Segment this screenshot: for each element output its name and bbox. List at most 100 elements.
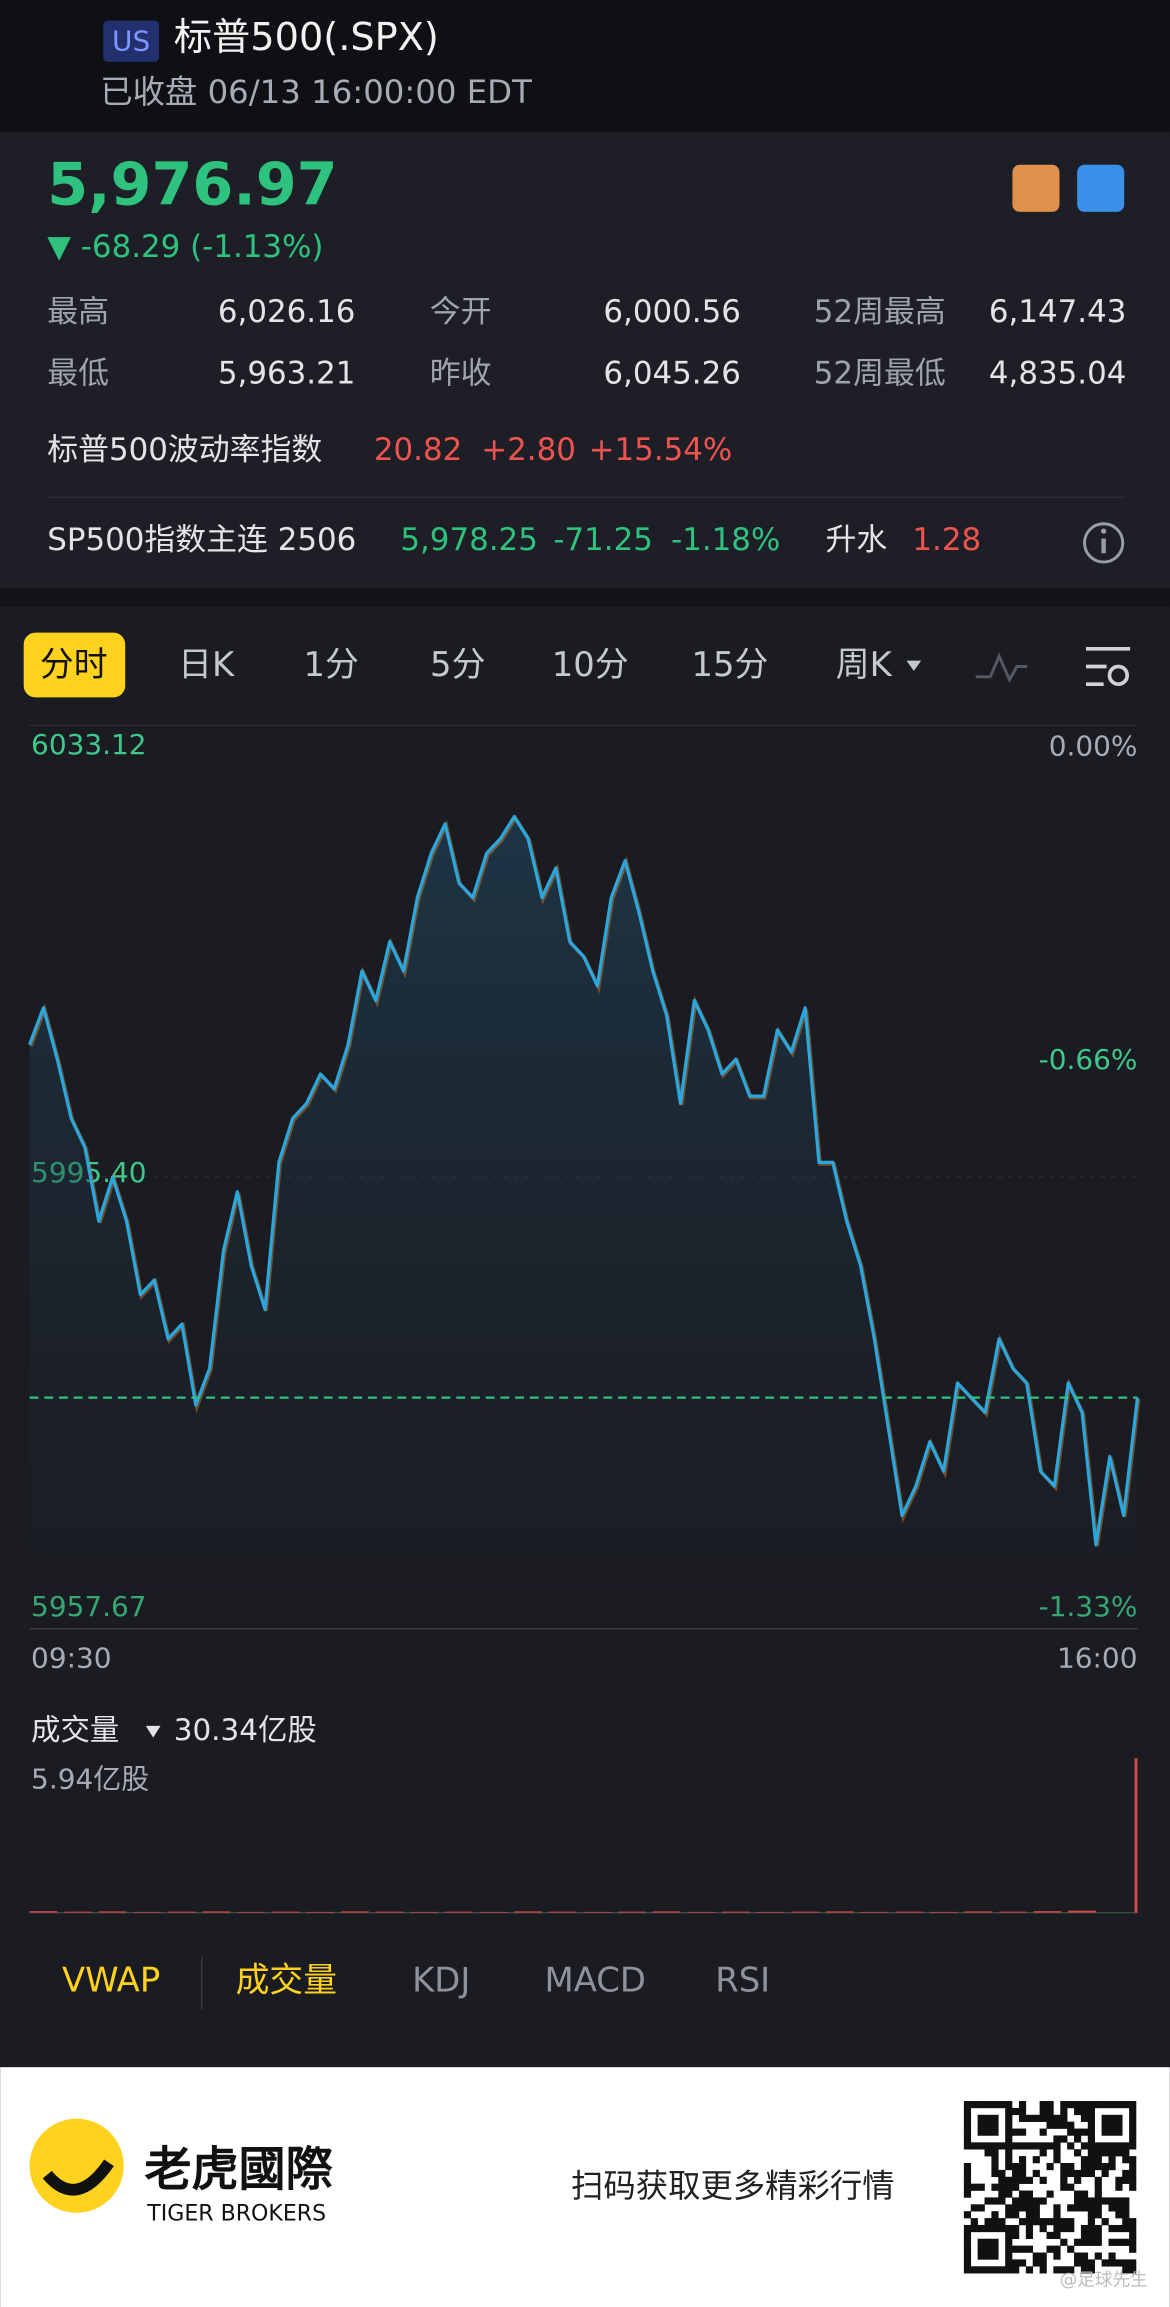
qr-cell (1074, 2169, 1082, 2178)
qr-cell (1080, 2114, 1089, 2122)
qr-cell (1005, 2252, 1013, 2260)
qr-cell (1087, 2204, 1095, 2212)
y2-label: -0.66% (1039, 1043, 1138, 1076)
qr-cell (984, 2238, 992, 2246)
qr-cell (1005, 2149, 1013, 2157)
quote-card (0, 132, 1170, 592)
qr-cell (1053, 2204, 1061, 2212)
qr-cell (991, 2266, 999, 2274)
qr-cell (1046, 2107, 1054, 2116)
qr-cell (1067, 2266, 1075, 2274)
tab[interactable]: 5分 (430, 645, 485, 684)
volume-bar (341, 1911, 369, 1913)
qr-cell (1080, 2101, 1089, 2109)
qr-cell (991, 2142, 999, 2150)
tab[interactable]: 15分 (691, 645, 768, 684)
qr-cell (984, 2197, 992, 2205)
qr-cell (977, 2128, 985, 2136)
qr-cell (991, 2211, 999, 2219)
slogan: 扫码获取更多精彩行情 (571, 2167, 895, 2205)
icon[interactable] (1012, 164, 1060, 212)
stat-value: 6,045.26 (603, 356, 741, 392)
qr-cell (1012, 2259, 1020, 2267)
qr-cell (963, 2245, 972, 2253)
volume-bar (791, 1911, 819, 1913)
qr-cell (1129, 2135, 1137, 2143)
volume-bar (1033, 1911, 1062, 1913)
qr-cell (1115, 2142, 1123, 2150)
info-icon[interactable] (1083, 522, 1125, 564)
qr-cell (1025, 2218, 1034, 2226)
qr-cell (1101, 2101, 1109, 2109)
tab-active-bg[interactable] (23, 632, 126, 698)
qr-cell (1087, 2238, 1095, 2246)
tab[interactable]: 周K (836, 645, 893, 684)
qr-cell (1012, 2169, 1020, 2178)
qr-cell (1129, 2259, 1137, 2267)
qr-cell (1039, 2224, 1047, 2233)
qr-cell (1101, 2169, 1109, 2178)
logo (29, 2118, 124, 2213)
qr-cell (1060, 2114, 1068, 2122)
chart-type-icon[interactable] (975, 652, 1028, 684)
qr-cell (1067, 2204, 1075, 2212)
qr-cell (963, 2135, 972, 2143)
qr-cell (1039, 2266, 1047, 2274)
stat-value: 4,835.04 (989, 356, 1127, 392)
qr-cell (998, 2101, 1006, 2109)
qr-cell (1018, 2162, 1027, 2171)
indicator[interactable]: 成交量 (236, 1960, 337, 1999)
qr-cell (1080, 2231, 1089, 2240)
indicator[interactable]: MACD (545, 1960, 646, 1999)
qr-cell (977, 2224, 985, 2233)
settings-icon[interactable] (1085, 647, 1131, 686)
qr-cell (1129, 2218, 1137, 2226)
tab[interactable]: 日K (178, 645, 235, 684)
qr-cell (1074, 2107, 1082, 2116)
qr-cell (977, 2204, 985, 2212)
qr-cell (1012, 2183, 1020, 2191)
tab[interactable]: 1分 (304, 645, 359, 684)
qr-cell (1039, 2197, 1047, 2205)
qr-cell (963, 2142, 972, 2150)
qr-cell (1101, 2197, 1109, 2205)
qr-cell (1080, 2197, 1089, 2205)
qr-cell (1122, 2101, 1130, 2109)
qr-cell (984, 2218, 992, 2226)
qr-cell (1129, 2107, 1137, 2116)
qr-cell (1080, 2252, 1089, 2260)
indicator[interactable]: RSI (715, 1960, 770, 1999)
volume-bar (271, 1911, 300, 1913)
y-tick-label: 6033.12 (31, 728, 147, 761)
indicator[interactable]: KDJ (412, 1960, 470, 1999)
volume-bar (306, 1911, 335, 1913)
qr-cell (1122, 2218, 1130, 2226)
dropdown-arrow[interactable] (145, 1725, 161, 1738)
qr-cell (1012, 2266, 1020, 2274)
qr-cell (1074, 2176, 1082, 2184)
qr-cell (1101, 2142, 1109, 2150)
qr-cell (1067, 2169, 1075, 2178)
qr-cell (1053, 2114, 1061, 2122)
qr-cell (1129, 2142, 1137, 2150)
qr-cell (1039, 2128, 1047, 2136)
volume-bar (929, 1911, 958, 1913)
tab[interactable]: 10分 (552, 645, 629, 684)
qr-cell (1122, 2176, 1130, 2184)
icon[interactable] (1077, 164, 1125, 212)
stat-label: 最高 (47, 294, 109, 330)
qr-cell (998, 2142, 1006, 2150)
brand-en: TIGER BROKERS (146, 2201, 326, 2226)
qr-cell (1115, 2121, 1123, 2129)
qr-cell (1053, 2231, 1061, 2240)
qr-cell (1053, 2218, 1061, 2226)
qr-cell (984, 2149, 992, 2157)
qr-cell (1129, 2101, 1137, 2109)
qr-cell (1018, 2218, 1027, 2226)
indicator[interactable]: VWAP (62, 1960, 160, 1999)
qr-cell (1018, 2156, 1027, 2164)
qr-cell (1039, 2252, 1047, 2260)
qr-cell (1018, 2204, 1027, 2212)
qr-cell (970, 2204, 978, 2212)
tab[interactable]: 分时 (40, 645, 108, 684)
